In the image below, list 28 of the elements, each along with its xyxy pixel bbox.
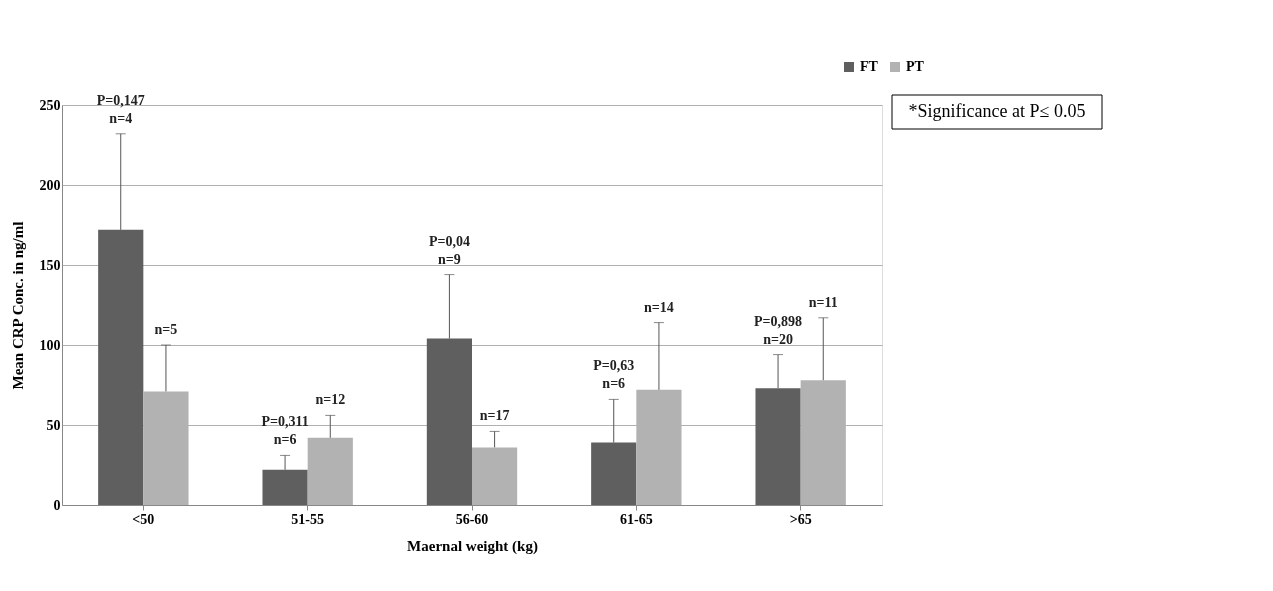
x-tick-label: >65 xyxy=(789,511,812,527)
annotation: n=11 xyxy=(808,294,838,310)
x-tick-label: <50 xyxy=(132,511,155,527)
y-axis-title: Mean CRP Conc. in ng/ml xyxy=(9,221,26,390)
annotation: n=14 xyxy=(644,299,674,315)
text: P=0,04 n=9 xyxy=(428,233,470,267)
annotation: n=5 xyxy=(154,322,178,337)
y-tick-label: 150 xyxy=(39,257,61,273)
text: P=0,147 n=4 xyxy=(96,92,145,126)
y-tick-label: 0 xyxy=(53,497,61,513)
annotation: n=17 xyxy=(479,408,510,424)
text: *Significance at P≤ 0.05 xyxy=(908,101,1086,121)
x-tick-label: 51-55 xyxy=(291,511,325,527)
y-tick-label: 250 xyxy=(39,97,61,113)
y-tick-label: 100 xyxy=(39,337,61,353)
legend-label: FT xyxy=(860,59,879,74)
text: P=0,63 n=6 xyxy=(593,358,635,392)
x-axis-title: Maernal weight (kg) xyxy=(407,537,538,555)
text: P=0,898 n=20 xyxy=(754,313,803,347)
y-tick-label: 200 xyxy=(39,177,61,193)
annotation: n=12 xyxy=(315,392,346,408)
text: P=0,311 n=6 xyxy=(261,414,309,448)
x-tick-label: 56-60 xyxy=(455,511,489,527)
bar xyxy=(472,447,518,505)
bar xyxy=(307,437,353,505)
x-tick-label: 61-65 xyxy=(619,511,653,527)
y-tick-label: 50 xyxy=(46,417,61,433)
legend-label: PT xyxy=(906,59,925,74)
